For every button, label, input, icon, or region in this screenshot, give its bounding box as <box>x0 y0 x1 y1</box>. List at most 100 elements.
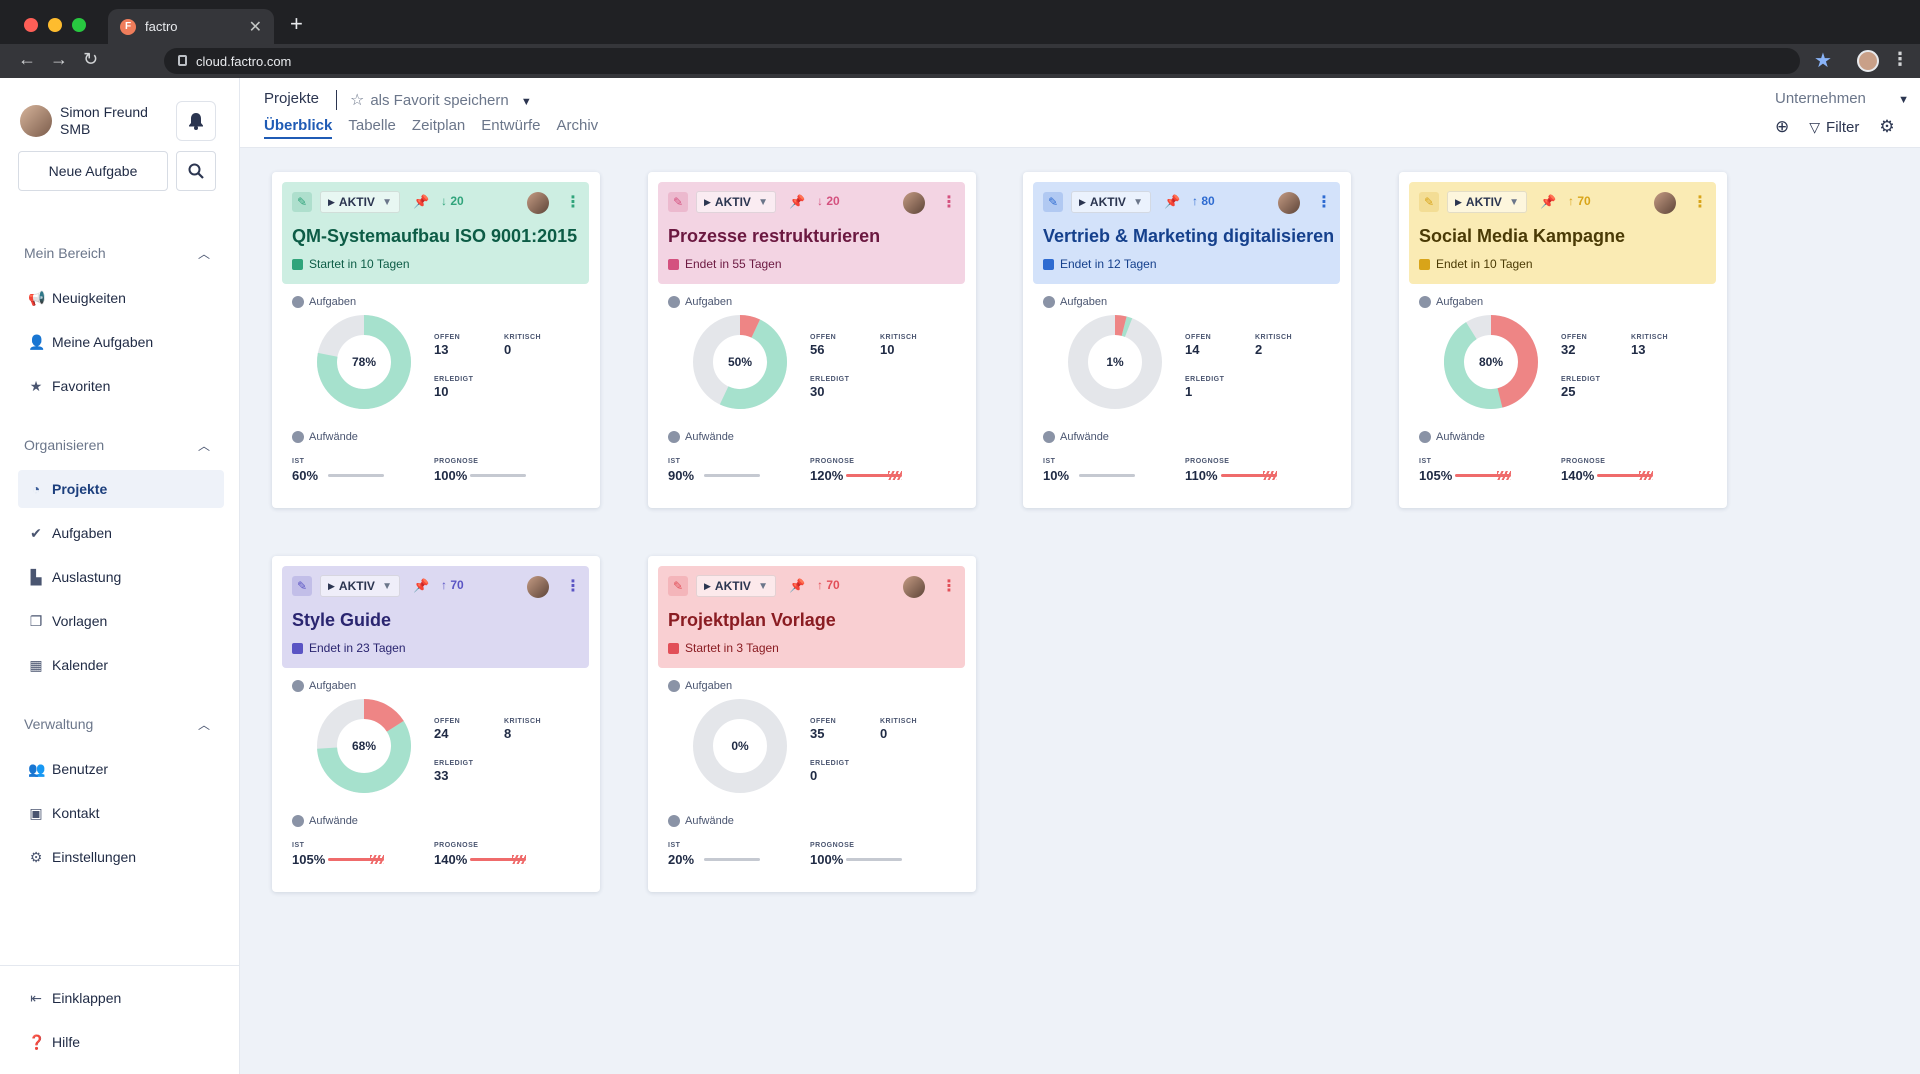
more-options-icon[interactable]: ⋮ <box>565 578 581 595</box>
owner-avatar[interactable] <box>903 192 925 214</box>
chevron-down-icon: ▼ <box>382 580 392 592</box>
sidebar-item-einklappen[interactable]: ⇤ Einklappen <box>18 979 224 1017</box>
browser-tab[interactable]: F factro ✕ <box>108 9 274 44</box>
tab-tabelle[interactable]: Tabelle <box>348 117 396 134</box>
pin-icon[interactable]: 📌 <box>789 194 806 209</box>
sidebar-item-einstellungen[interactable]: ⚙ Einstellungen <box>18 838 224 876</box>
pin-icon[interactable]: 📌 <box>1540 194 1557 209</box>
project-title[interactable]: Social Media Kampagne <box>1419 226 1626 246</box>
tab-zeitplan[interactable]: Zeitplan <box>411 117 466 134</box>
project-title[interactable]: Prozesse restrukturieren <box>668 226 881 246</box>
sidebar-item-kontakt[interactable]: ▣ Kontakt <box>18 794 224 832</box>
project-card[interactable]: ✎ ▶ AKTIV ▼ 📌 ↑ 80 ⋮ Vertrieb & Marketing … <box>1023 172 1351 508</box>
sidebar-item-meine-aufgaben[interactable]: 👤 Meine Aufgaben <box>18 323 224 361</box>
tab-ueberblick[interactable]: Überblick <box>264 117 333 139</box>
sidebar-item-auslastung[interactable]: ▙ Auslastung <box>18 558 224 596</box>
more-options-icon[interactable]: ⋮ <box>941 194 957 211</box>
owner-avatar[interactable] <box>1654 192 1676 214</box>
filter-button[interactable]: Filter <box>1826 118 1860 136</box>
pin-icon[interactable]: 📌 <box>789 578 806 593</box>
tab-entwuerfe[interactable]: Entwürfe <box>481 117 541 134</box>
status-dropdown[interactable]: ▶ AKTIV ▼ <box>320 191 400 213</box>
stat-erledigt: ERLEDIGT 10 <box>434 376 473 399</box>
aufwaende-text: Aufwände <box>1436 431 1485 443</box>
section-organisieren[interactable]: Organisieren <box>24 437 105 453</box>
reload-icon[interactable]: ↻ <box>83 49 99 69</box>
owner-avatar[interactable] <box>527 192 549 214</box>
new-tab-icon[interactable]: + <box>290 11 303 36</box>
more-options-icon[interactable]: ⋮ <box>1316 194 1332 211</box>
browser-profile-avatar[interactable] <box>1857 50 1879 72</box>
sidebar-item-benutzer[interactable]: 👥 Benutzer <box>18 750 224 788</box>
owner-avatar[interactable] <box>527 576 549 598</box>
project-card[interactable]: ✎ ▶ AKTIV ▼ 📌 ↑ 70 ⋮ Projektplan Vorlage S… <box>648 556 976 892</box>
priority-indicator: ↑ 70 <box>1568 194 1591 208</box>
section-mein-bereich[interactable]: Mein Bereich <box>24 245 106 261</box>
sidebar-item-aufgaben[interactable]: ✔ Aufgaben <box>18 514 224 552</box>
pin-icon[interactable]: 📌 <box>413 194 430 209</box>
project-card[interactable]: ✎ ▶ AKTIV ▼ 📌 ↑ 70 ⋮ Style Guide Endet in … <box>272 556 600 892</box>
chevron-up-icon[interactable]: ︿ <box>198 439 211 453</box>
edit-pencil-icon[interactable]: ✎ <box>668 192 688 212</box>
sidebar-item-hilfe[interactable]: ❓ Hilfe <box>18 1023 224 1061</box>
company-dropdown[interactable]: Unternehmen ▼ <box>1775 90 1909 107</box>
close-window-button[interactable] <box>24 18 38 32</box>
status-dropdown[interactable]: ▶ AKTIV ▼ <box>696 191 776 213</box>
project-title[interactable]: QM-Systemaufbau ISO 9001:2015 <box>292 226 578 246</box>
project-title[interactable]: Projektplan Vorlage <box>668 610 836 630</box>
project-title[interactable]: Vertrieb & Marketing digitalisieren <box>1043 226 1335 246</box>
more-options-icon[interactable]: ⋮ <box>565 194 581 211</box>
project-card[interactable]: ✎ ▶ AKTIV ▼ 📌 ↓ 20 ⋮ QM-Systemaufbau ISO 9… <box>272 172 600 508</box>
more-options-icon[interactable]: ⋮ <box>1692 194 1708 211</box>
browser-menu-icon[interactable]: ⋮ <box>1891 49 1909 69</box>
search-button[interactable] <box>176 151 216 191</box>
sidebar-item-vorlagen[interactable]: ❐ Vorlagen <box>18 602 224 640</box>
add-circle-icon[interactable]: ⊕ <box>1775 117 1790 136</box>
project-card[interactable]: ✎ ▶ AKTIV ▼ 📌 ↑ 70 ⋮ Social Media Kampagne… <box>1399 172 1727 508</box>
metric-prognose: PROGNOSE 140% <box>1561 458 1653 483</box>
section-verwaltung[interactable]: Verwaltung <box>24 716 94 732</box>
owner-avatar[interactable] <box>1278 192 1300 214</box>
pin-icon[interactable]: 📌 <box>1164 194 1181 209</box>
save-favorite-button[interactable]: ☆ als Favorit speichern ▼ <box>350 90 532 110</box>
edit-pencil-icon[interactable]: ✎ <box>1043 192 1063 212</box>
notifications-bell-icon[interactable] <box>176 101 216 141</box>
aufgaben-label: Aufgaben <box>668 296 732 308</box>
pin-icon[interactable]: 📌 <box>413 578 430 593</box>
metric-key: IST <box>1043 458 1056 465</box>
minimize-window-button[interactable] <box>48 18 62 32</box>
filter-icon[interactable]: ▽ <box>1809 118 1821 135</box>
bookmark-star-icon[interactable]: ★ <box>1814 50 1832 72</box>
chevron-up-icon[interactable]: ︿ <box>198 718 211 732</box>
close-tab-icon[interactable]: ✕ <box>248 18 262 36</box>
sidebar-item-favoriten[interactable]: ★ Favoriten <box>18 367 224 405</box>
owner-avatar[interactable] <box>903 576 925 598</box>
tab-archiv[interactable]: Archiv <box>556 117 599 134</box>
project-date-text: Startet in 10 Tagen <box>309 257 410 271</box>
project-title[interactable]: Style Guide <box>292 610 392 630</box>
edit-pencil-icon[interactable]: ✎ <box>1419 192 1439 212</box>
user-info[interactable]: Simon Freund SMB <box>20 104 148 138</box>
edit-pencil-icon[interactable]: ✎ <box>668 576 688 596</box>
project-card[interactable]: ✎ ▶ AKTIV ▼ 📌 ↓ 20 ⋮ Prozesse restrukturie… <box>648 172 976 508</box>
edit-pencil-icon[interactable]: ✎ <box>292 576 312 596</box>
status-dropdown[interactable]: ▶ AKTIV ▼ <box>320 575 400 597</box>
status-dropdown[interactable]: ▶ AKTIV ▼ <box>1447 191 1527 213</box>
more-options-icon[interactable]: ⋮ <box>941 578 957 595</box>
metric-ist: IST 10% <box>1043 458 1135 483</box>
sidebar-item-kalender[interactable]: ▦ Kalender <box>18 646 224 684</box>
forward-icon[interactable]: → <box>50 49 68 69</box>
chevron-up-icon[interactable]: ︿ <box>198 247 211 261</box>
settings-gear-icon[interactable]: ⚙ <box>1879 117 1895 136</box>
edit-pencil-icon[interactable]: ✎ <box>292 192 312 212</box>
sidebar-item-neuigkeiten[interactable]: 📢 Neuigkeiten <box>18 279 224 317</box>
sidebar-item-projekte[interactable]: ◔ Projekte <box>18 470 224 508</box>
address-bar[interactable]: cloud.factro.com <box>164 48 1800 74</box>
status-dropdown[interactable]: ▶ AKTIV ▼ <box>696 575 776 597</box>
new-task-button[interactable]: Neue Aufgabe <box>18 151 168 191</box>
maximize-window-button[interactable] <box>72 18 86 32</box>
breadcrumb[interactable]: Projekte <box>264 90 320 107</box>
status-label: AKTIV <box>714 195 751 209</box>
back-icon[interactable]: ← <box>18 49 36 69</box>
status-dropdown[interactable]: ▶ AKTIV ▼ <box>1071 191 1151 213</box>
